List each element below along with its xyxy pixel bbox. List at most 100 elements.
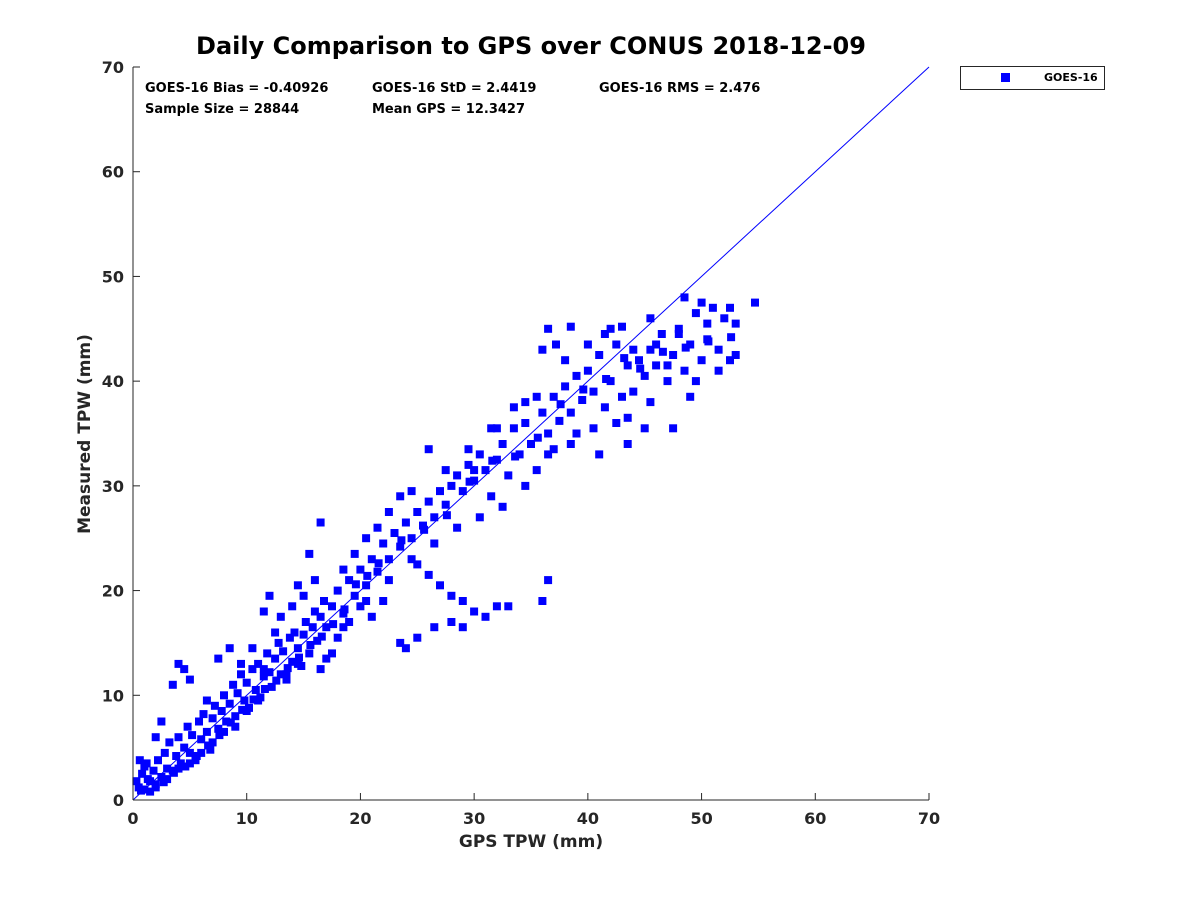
data-point — [442, 511, 451, 520]
data-point — [215, 731, 224, 740]
data-point — [333, 586, 342, 595]
data-point — [185, 759, 194, 768]
data-point — [578, 396, 587, 404]
data-point — [195, 717, 203, 726]
y-tick-label: 70 — [102, 58, 124, 77]
data-point — [316, 665, 325, 674]
data-point — [407, 555, 416, 564]
legend-marker — [1001, 73, 1010, 82]
data-point — [646, 314, 655, 323]
data-point — [441, 500, 450, 509]
data-point — [646, 345, 655, 354]
data-point — [600, 330, 609, 338]
data-point — [288, 657, 297, 666]
data-point — [424, 497, 433, 506]
data-point — [544, 324, 553, 333]
data-point — [511, 452, 520, 461]
x-axis-label: GPS TPW (mm) — [459, 832, 603, 852]
data-point — [652, 361, 661, 370]
data-point — [618, 392, 626, 401]
data-point — [509, 424, 518, 433]
data-point — [420, 525, 429, 534]
data-point — [424, 445, 433, 454]
x-tick-label: 20 — [349, 809, 371, 828]
stat-bias: GOES-16 Bias = -0.40926 — [145, 81, 328, 96]
data-point — [384, 508, 393, 516]
data-point — [220, 727, 228, 736]
data-point — [470, 466, 479, 475]
data-point — [271, 654, 280, 663]
data-point — [160, 748, 169, 757]
data-point — [419, 521, 427, 530]
data-point — [623, 361, 632, 370]
data-point — [276, 670, 285, 679]
data-point — [350, 549, 359, 558]
data-point — [401, 644, 410, 653]
data-point — [447, 591, 456, 600]
data-point — [620, 354, 629, 363]
data-point — [572, 429, 581, 438]
data-point — [248, 644, 257, 653]
data-point — [663, 377, 672, 386]
data-point — [329, 620, 338, 629]
data-point — [589, 387, 598, 396]
data-point — [470, 476, 479, 485]
data-point — [498, 440, 507, 448]
data-point — [612, 340, 621, 349]
data-point — [305, 549, 314, 558]
data-point — [669, 424, 678, 433]
data-point — [600, 403, 609, 412]
data-point — [367, 555, 376, 564]
data-point — [544, 576, 553, 585]
data-point — [240, 696, 249, 705]
data-point — [310, 576, 319, 585]
data-point — [681, 343, 690, 352]
legend-label-goes16: GOES-16 — [1044, 71, 1098, 84]
data-point — [579, 385, 588, 394]
data-point — [629, 345, 638, 354]
chart-title: Daily Comparison to GPS over CONUS 2018-… — [196, 32, 866, 60]
data-point — [367, 612, 376, 621]
data-point — [362, 597, 371, 605]
data-point — [447, 481, 456, 490]
data-point — [691, 377, 700, 386]
data-point — [544, 450, 553, 459]
data-point — [259, 665, 268, 674]
data-point — [202, 696, 211, 705]
data-point — [265, 591, 274, 600]
data-point — [636, 364, 645, 373]
data-point — [436, 581, 444, 590]
data-point — [322, 654, 331, 663]
data-point — [583, 366, 592, 375]
data-point — [623, 440, 632, 448]
data-point — [465, 477, 474, 486]
data-point — [488, 456, 497, 465]
data-point — [606, 377, 615, 386]
data-point — [697, 298, 706, 307]
data-point — [317, 632, 326, 641]
stat-rms: GOES-16 RMS = 2.476 — [599, 81, 760, 96]
y-tick-label: 20 — [102, 582, 124, 601]
data-point — [509, 403, 518, 412]
data-point — [606, 324, 615, 333]
data-point — [572, 371, 581, 380]
data-point — [373, 567, 382, 576]
data-point — [180, 743, 189, 752]
data-point — [413, 508, 422, 516]
data-point — [285, 633, 294, 642]
data-point — [407, 534, 416, 543]
data-point — [260, 685, 269, 693]
data-point — [396, 542, 405, 551]
data-point — [538, 597, 547, 605]
data-point — [640, 371, 649, 380]
data-point — [640, 424, 649, 433]
data-point — [339, 609, 348, 618]
data-point — [686, 340, 695, 349]
data-point — [265, 668, 274, 677]
data-point — [447, 618, 456, 626]
data-point — [583, 340, 592, 349]
data-point — [135, 756, 144, 765]
x-tick-label: 70 — [918, 809, 940, 828]
data-point — [197, 735, 206, 744]
